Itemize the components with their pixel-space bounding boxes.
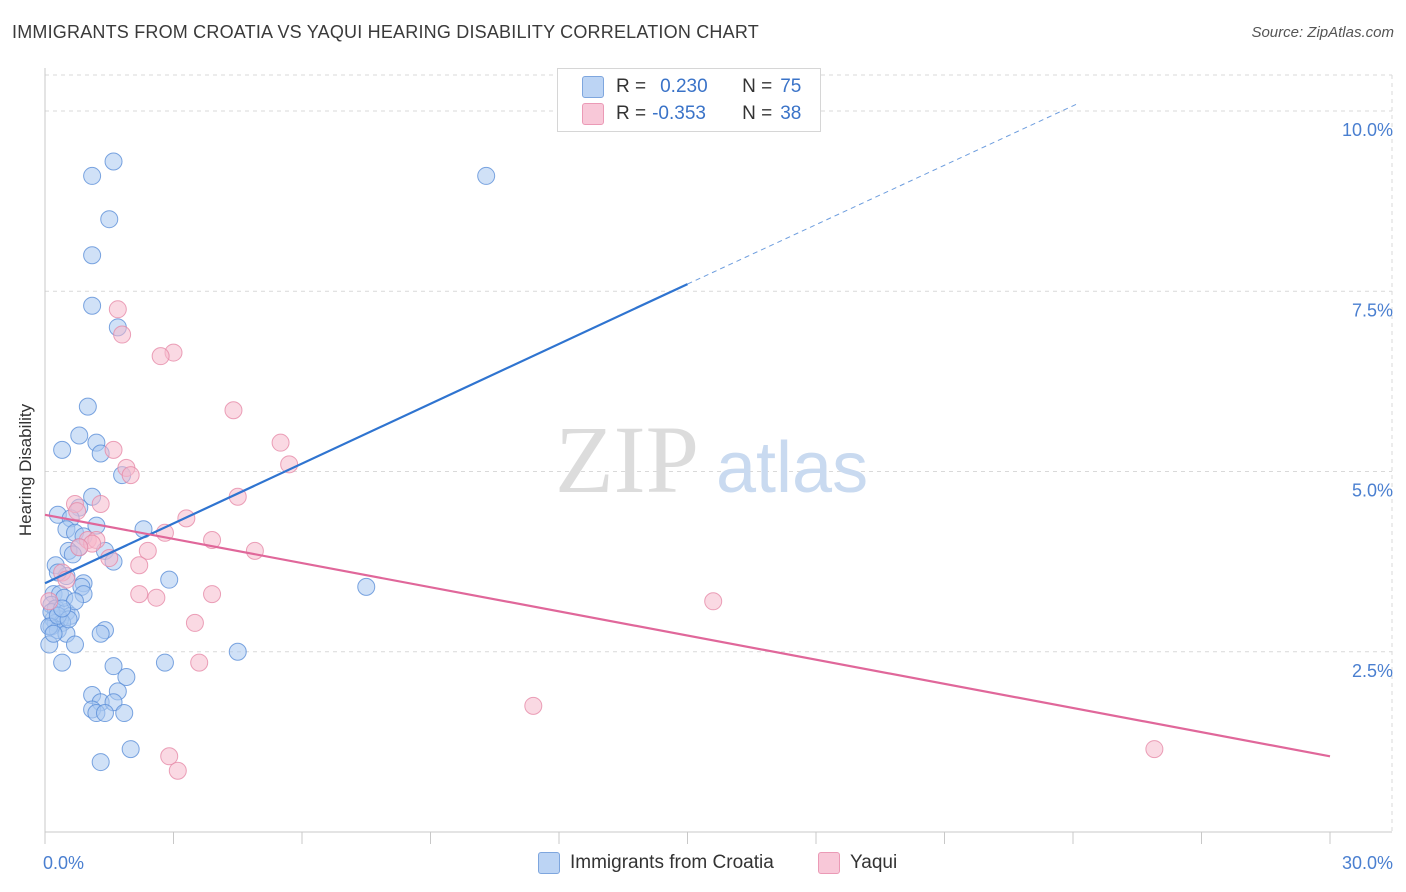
- trend-lines: [44, 103, 1331, 758]
- point-yaqui: [70, 538, 89, 557]
- y-tick-label: 7.5%: [1352, 300, 1393, 320]
- legend-n-label: N =: [742, 76, 773, 97]
- point-yaqui: [108, 300, 127, 319]
- point-croatia: [117, 667, 136, 686]
- legend-n-label: N =: [742, 103, 773, 124]
- point-croatia: [83, 166, 102, 185]
- bottom-legend-swatch-pink: [818, 852, 840, 874]
- point-croatia: [160, 570, 179, 589]
- point-yaqui: [138, 541, 157, 560]
- legend-r-label: R =: [616, 76, 647, 97]
- y-tick-label: 2.5%: [1352, 661, 1393, 681]
- chart-title: IMMIGRANTS FROM CROATIA VS YAQUI HEARING…: [12, 22, 759, 42]
- point-yaqui: [91, 494, 110, 513]
- y-axis-label: Hearing Disability: [16, 403, 35, 537]
- point-yaqui: [1145, 740, 1164, 759]
- y-tick-label: 5.0%: [1352, 481, 1393, 501]
- point-yaqui: [524, 696, 543, 715]
- point-yaqui: [40, 592, 59, 611]
- point-yaqui: [224, 401, 243, 420]
- point-croatia: [228, 642, 247, 661]
- data-points: [40, 152, 1164, 780]
- point-croatia: [121, 740, 140, 759]
- legend-r-value: -0.353: [652, 103, 706, 124]
- watermark-zip: ZIP: [555, 406, 699, 513]
- axes: [44, 68, 1392, 844]
- point-yaqui: [271, 433, 290, 452]
- legend-n-value: 75: [780, 76, 802, 97]
- point-yaqui: [190, 653, 209, 672]
- legend-r-value: 0.230: [660, 76, 708, 97]
- point-croatia: [477, 166, 496, 185]
- x-tick-label: 30.0%: [1342, 853, 1393, 873]
- legend-r-label: R =: [616, 103, 647, 124]
- point-croatia: [91, 753, 110, 772]
- correlation-legend: R = 0.230 N = 75 R = -0.353 N = 38: [557, 68, 821, 132]
- bottom-legend-label-croatia: Immigrants from Croatia: [570, 852, 774, 873]
- watermark-atlas: atlas: [716, 428, 868, 508]
- point-yaqui: [185, 613, 204, 632]
- point-croatia: [104, 657, 123, 676]
- point-croatia: [53, 653, 72, 672]
- bottom-legend-swatch-blue: [538, 852, 560, 874]
- point-croatia: [95, 704, 114, 723]
- point-yaqui: [704, 592, 723, 611]
- point-croatia: [65, 635, 84, 654]
- point-croatia: [357, 577, 376, 596]
- point-yaqui: [130, 585, 149, 604]
- point-croatia: [83, 296, 102, 315]
- gridlines: [45, 74, 1393, 832]
- point-yaqui: [113, 325, 132, 344]
- trend-line-croatia: [44, 283, 688, 585]
- tick-labels: 2.5% 5.0% 7.5% 10.0% 0.0% 30.0%: [43, 120, 1393, 873]
- point-yaqui: [160, 747, 179, 766]
- point-yaqui: [130, 556, 149, 575]
- point-croatia: [91, 624, 110, 643]
- legend-row-yaqui: R = -0.353 N = 38: [582, 102, 801, 126]
- source-label: Source: ZipAtlas.com: [1251, 24, 1394, 41]
- legend-swatch-blue: [582, 76, 604, 98]
- point-yaqui: [104, 440, 123, 459]
- point-yaqui: [100, 549, 119, 568]
- x-tick-label: 0.0%: [43, 853, 84, 873]
- point-croatia: [78, 397, 97, 416]
- point-croatia: [100, 210, 119, 229]
- bottom-legend-yaqui: Yaqui: [818, 852, 897, 874]
- legend-swatch-pink: [582, 103, 604, 125]
- point-yaqui: [245, 541, 264, 560]
- point-yaqui: [203, 585, 222, 604]
- point-croatia: [83, 246, 102, 265]
- point-croatia: [53, 440, 72, 459]
- bottom-legend-croatia: Immigrants from Croatia: [538, 852, 774, 874]
- trend-line-yaqui: [44, 513, 1331, 758]
- y-tick-label: 10.0%: [1342, 120, 1393, 140]
- point-yaqui: [147, 588, 166, 607]
- point-croatia: [155, 653, 174, 672]
- legend-row-croatia: R = 0.230 N = 75: [582, 75, 801, 99]
- point-yaqui: [151, 347, 170, 366]
- bottom-legend-label-yaqui: Yaqui: [850, 852, 898, 873]
- point-croatia: [70, 426, 89, 445]
- point-yaqui: [68, 502, 87, 521]
- point-croatia: [115, 704, 134, 723]
- legend-n-value: 38: [780, 103, 802, 124]
- point-yaqui: [168, 761, 187, 780]
- point-croatia: [44, 624, 63, 643]
- point-croatia: [104, 152, 123, 171]
- point-yaqui: [121, 466, 140, 485]
